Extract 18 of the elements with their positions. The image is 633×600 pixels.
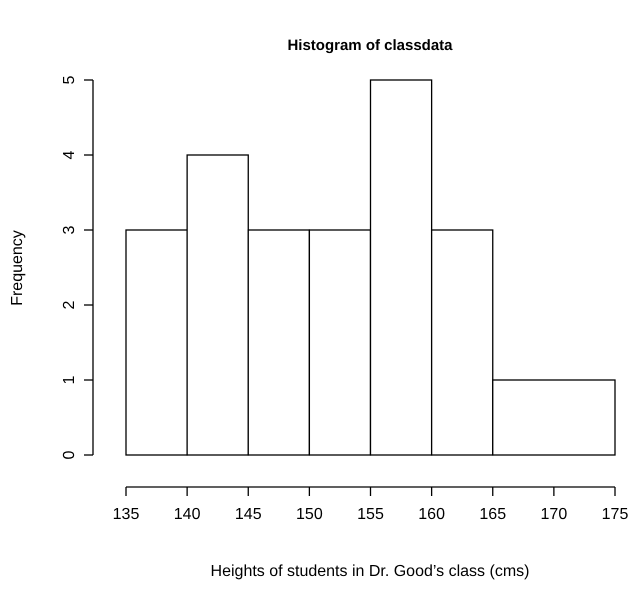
y-tick-label: 1 <box>61 375 78 384</box>
x-tick-label: 160 <box>418 506 446 523</box>
x-tick-label: 150 <box>296 506 323 523</box>
y-tick-label: 0 <box>61 450 78 460</box>
x-tick-label: 140 <box>174 506 201 523</box>
x-tick-label: 155 <box>357 506 384 523</box>
chart-title: Histogram of classdata <box>287 37 454 54</box>
y-tick-label: 3 <box>61 225 78 234</box>
x-axis-title: Heights of students in Dr. Good’s class (cms) <box>210 563 530 580</box>
x-tick-label: 145 <box>234 506 262 523</box>
x-tick-label: 135 <box>112 506 140 523</box>
y-axis-title: Frequency <box>9 230 26 306</box>
y-tick-label: 2 <box>61 300 78 310</box>
x-tick-label: 165 <box>479 506 506 523</box>
x-tick-label: 175 <box>602 506 628 523</box>
y-tick-label: 5 <box>61 75 78 84</box>
x-tick-label: 170 <box>540 506 568 523</box>
y-tick-label: 4 <box>61 150 78 160</box>
